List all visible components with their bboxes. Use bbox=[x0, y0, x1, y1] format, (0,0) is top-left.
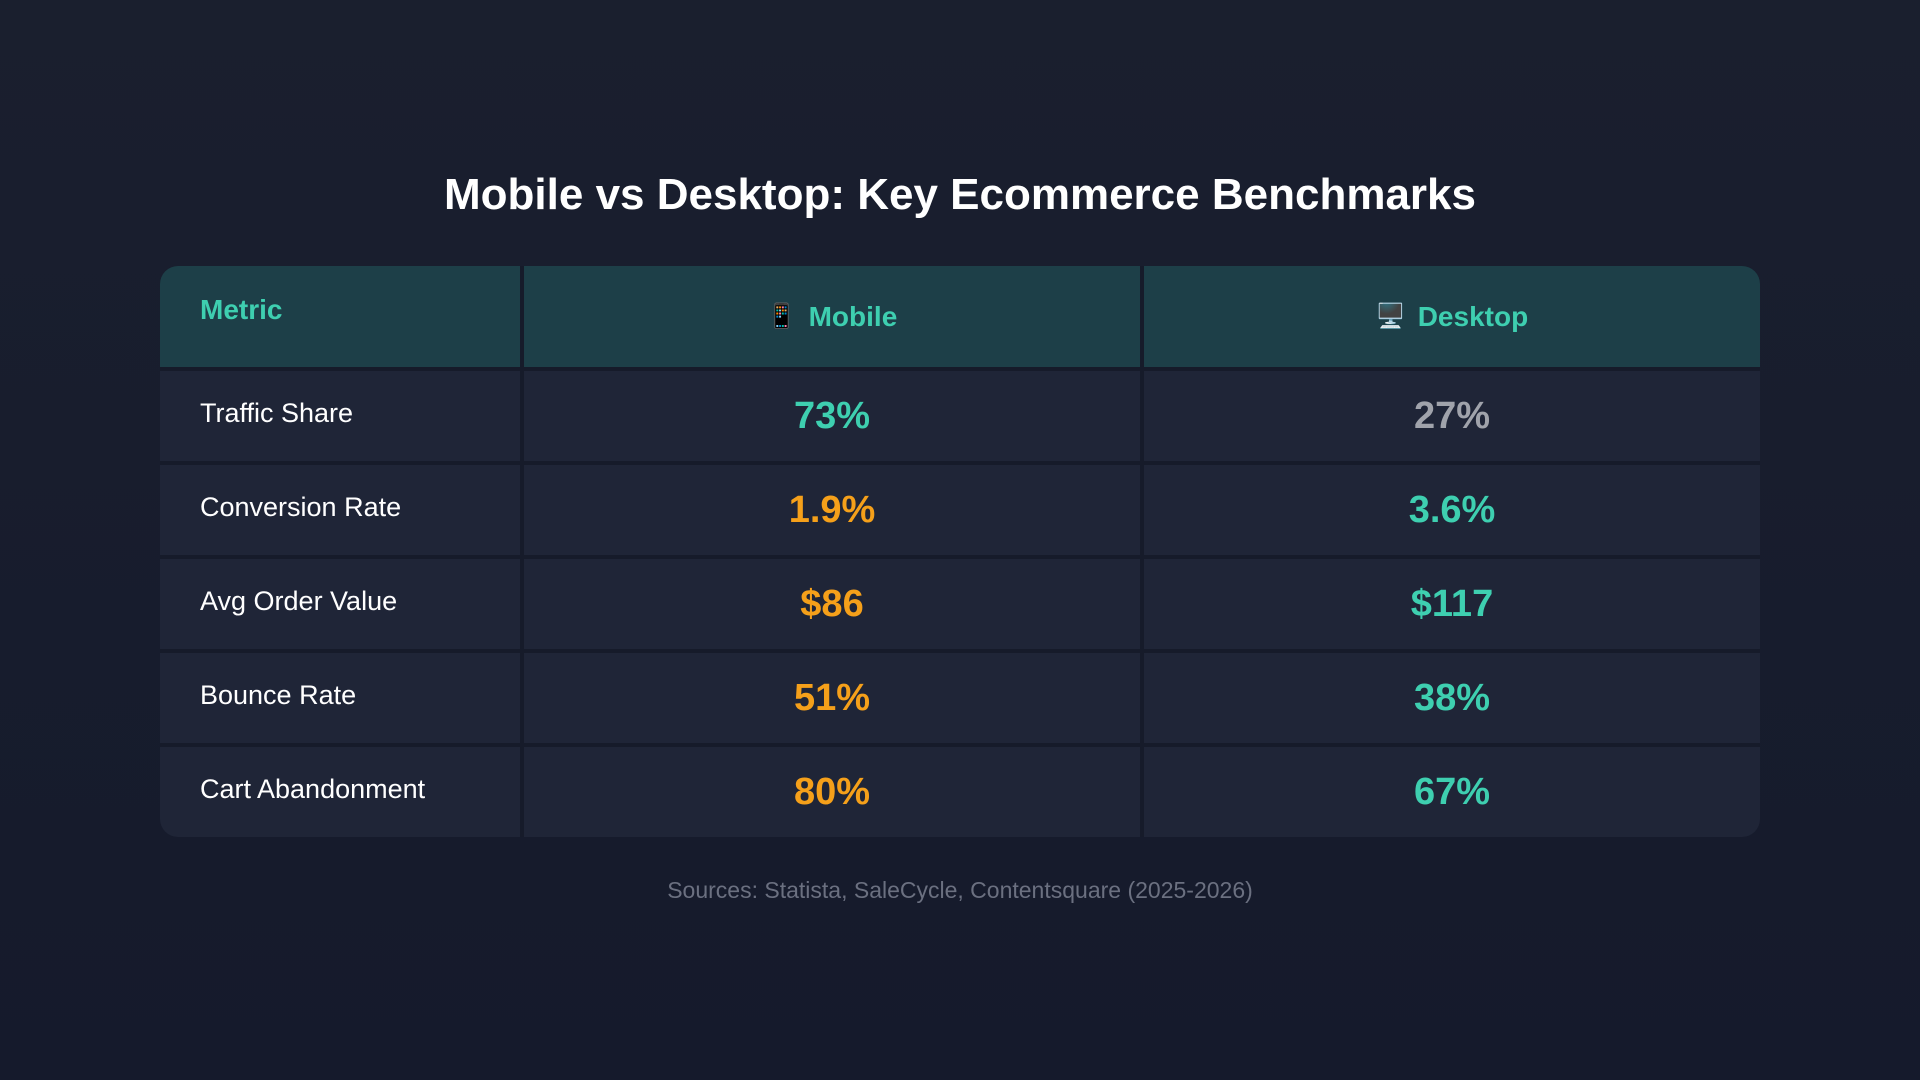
metric-label: Avg Order Value bbox=[160, 559, 520, 649]
mobile-phone-icon: 📱 bbox=[766, 303, 797, 330]
header-mobile-label: Mobile bbox=[808, 300, 898, 332]
metric-label: Bounce Rate bbox=[160, 653, 520, 743]
desktop-value: 67% bbox=[1144, 747, 1760, 837]
desktop-value: 38% bbox=[1144, 653, 1760, 743]
desktop-computer-icon: 🖥️ bbox=[1375, 303, 1406, 330]
sources-footnote: Sources: Statista, SaleCycle, Contentsqu… bbox=[667, 877, 1253, 903]
mobile-value: 73% bbox=[524, 371, 1140, 461]
metric-label: Conversion Rate bbox=[160, 465, 520, 555]
mobile-value: 80% bbox=[524, 747, 1140, 837]
benchmark-table: Metric 📱 Mobile 🖥️ Desktop Traffic Share… bbox=[160, 266, 1760, 837]
mobile-value: $86 bbox=[524, 559, 1140, 649]
header-metric: Metric bbox=[160, 266, 520, 367]
mobile-value: 51% bbox=[524, 653, 1140, 743]
metric-label: Cart Abandonment bbox=[160, 747, 520, 837]
header-desktop-label: Desktop bbox=[1417, 300, 1529, 332]
mobile-value: 1.9% bbox=[524, 465, 1140, 555]
metric-label: Traffic Share bbox=[160, 371, 520, 461]
desktop-value: 3.6% bbox=[1144, 465, 1760, 555]
header-desktop: 🖥️ Desktop bbox=[1144, 266, 1760, 367]
desktop-value: 27% bbox=[1144, 371, 1760, 461]
header-mobile: 📱 Mobile bbox=[524, 266, 1140, 367]
desktop-value: $117 bbox=[1144, 559, 1760, 649]
page-title: Mobile vs Desktop: Key Ecommerce Benchma… bbox=[444, 170, 1476, 219]
